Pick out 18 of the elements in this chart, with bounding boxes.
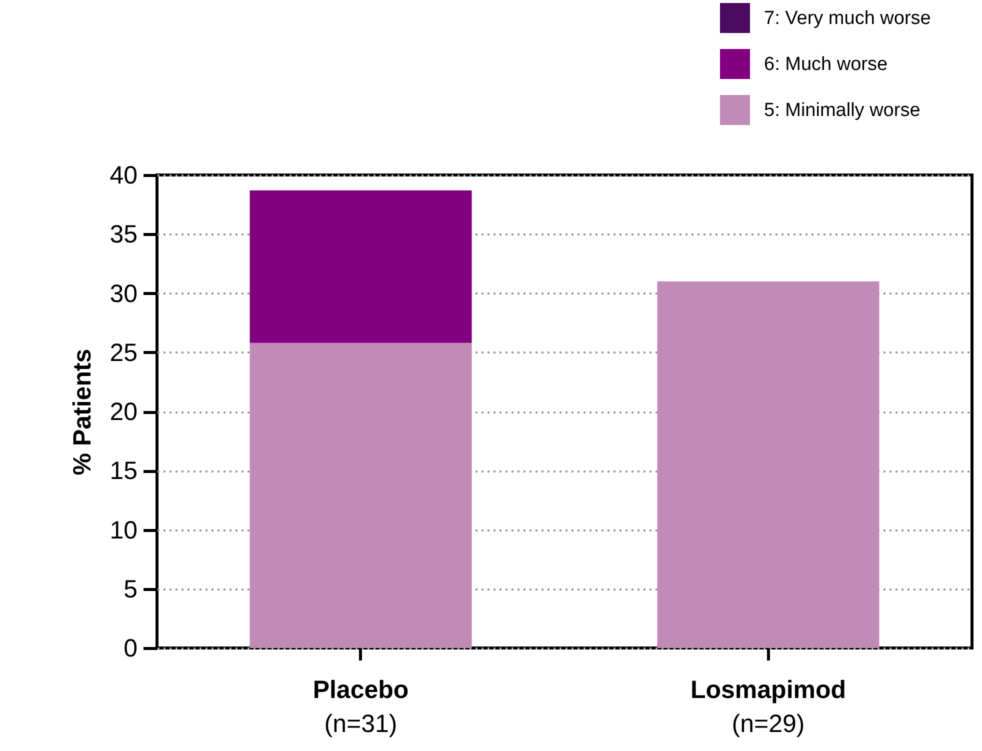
y-tick-label: 25 <box>110 338 138 367</box>
y-tick-label: 15 <box>110 457 138 486</box>
y-tick-label: 40 <box>110 162 138 190</box>
legend-label: 6: Much worse <box>764 54 888 75</box>
bar <box>657 281 880 648</box>
y-tick-label: 10 <box>110 516 138 544</box>
y-axis-title: % Patients <box>68 348 97 476</box>
y-tick-label: 5 <box>124 575 138 604</box>
category-label: Losmapimod (n=29) <box>690 676 846 738</box>
bar <box>250 342 472 648</box>
y-tick-label: 0 <box>124 634 138 662</box>
y-tick-label: 30 <box>110 280 138 308</box>
legend-label: 5: Minimally worse <box>764 100 920 121</box>
bar <box>250 190 472 343</box>
category-label: Placebo (n=31) <box>312 676 409 738</box>
y-tick-label: 35 <box>110 220 138 249</box>
y-tick-label: 20 <box>110 398 138 426</box>
legend-label: 7: Very much worse <box>764 8 931 29</box>
